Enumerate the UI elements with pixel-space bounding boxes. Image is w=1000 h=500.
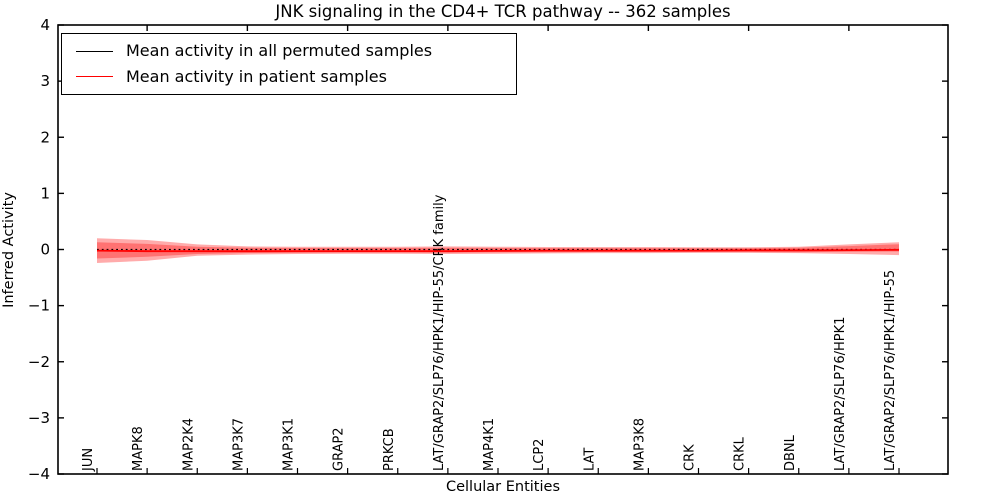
- entity-label: CRK: [683, 444, 698, 471]
- y-tick-label: −1: [28, 297, 50, 315]
- y-tick-label: 4: [40, 16, 50, 34]
- y-tick-label: 3: [40, 72, 50, 90]
- y-tick-label: −4: [28, 465, 50, 483]
- legend-label-permuted: Mean activity in all permuted samples: [126, 41, 433, 61]
- entity-label: DBNL: [783, 434, 798, 471]
- patient-mean-line: [96, 248, 900, 253]
- entity-label: MAP3K7: [231, 418, 246, 471]
- entity-label: LAT/GRAP2/SLP76/HPK1: [833, 317, 848, 471]
- entity-label: LAT: [582, 448, 597, 471]
- legend-entry-permuted: Mean activity in all permuted samples: [76, 42, 516, 60]
- permuted-line-sample-icon: [76, 50, 113, 52]
- entity-label: MAP4K1: [482, 418, 497, 471]
- entity-label: MAP3K1: [282, 418, 297, 471]
- patient-line-sample-icon: [76, 76, 113, 78]
- y-tick-label: 0: [40, 241, 50, 259]
- entity-label: LCP2: [532, 439, 547, 471]
- entity-label: MAP2K4: [181, 418, 196, 471]
- y-tick-label: −3: [28, 409, 50, 427]
- y-tick-label: 2: [40, 128, 50, 146]
- entity-label: LAT/GRAP2/SLP76/HPK1/HIP-55: [883, 270, 898, 471]
- legend: Mean activity in all permuted samples Me…: [61, 33, 517, 95]
- entity-label: CRKL: [733, 436, 748, 471]
- chart-title: JNK signaling in the CD4+ TCR pathway --…: [275, 2, 731, 21]
- legend-label-patient: Mean activity in patient samples: [126, 67, 387, 87]
- x-axis-label: Cellular Entities: [445, 479, 561, 495]
- y-tick-label: 1: [40, 184, 50, 202]
- y-tick-label: −2: [28, 353, 50, 371]
- entity-label: JUN: [81, 448, 96, 472]
- entity-label: PRKCB: [382, 428, 397, 471]
- legend-entry-patient: Mean activity in patient samples: [76, 68, 516, 86]
- entity-label: MAPK8: [131, 426, 146, 471]
- entity-label: LAT/GRAP2/SLP76/HPK1/HIP-55/CRK family: [432, 194, 447, 471]
- entity-label: GRAP2: [332, 427, 347, 471]
- entity-label: MAP3K8: [632, 418, 647, 471]
